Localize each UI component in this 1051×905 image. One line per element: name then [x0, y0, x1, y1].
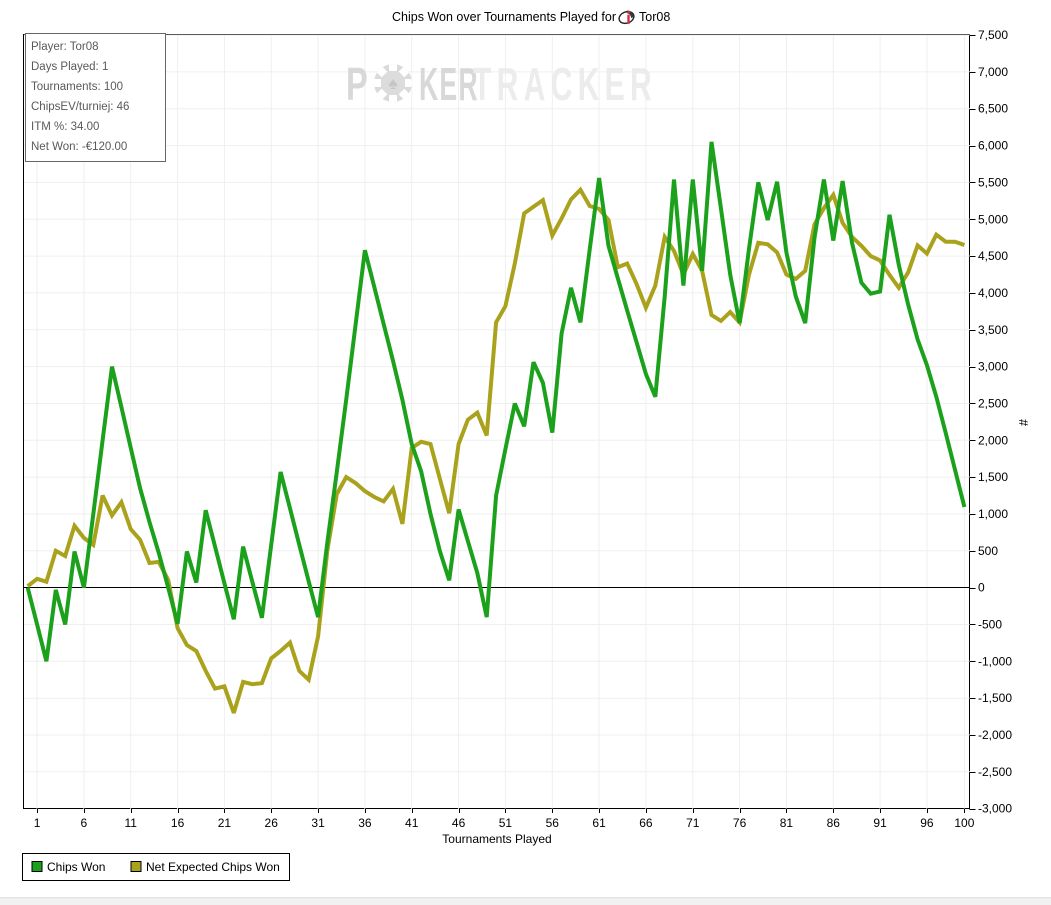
svg-text:96: 96: [920, 816, 934, 830]
svg-text:1: 1: [34, 816, 41, 830]
svg-text:7,500: 7,500: [978, 28, 1008, 42]
svg-text:ITM %: 34.00: ITM %: 34.00: [31, 121, 99, 133]
svg-text:66: 66: [639, 816, 653, 830]
svg-text:#: #: [1017, 419, 1031, 426]
svg-text:6,000: 6,000: [978, 139, 1008, 153]
svg-text:Tournaments Played: Tournaments Played: [442, 832, 551, 846]
svg-text:21: 21: [218, 816, 232, 830]
svg-text:Chips Won: Chips Won: [47, 860, 105, 874]
svg-text:86: 86: [827, 816, 841, 830]
svg-text:56: 56: [546, 816, 560, 830]
svg-text:0: 0: [978, 581, 985, 595]
svg-text:500: 500: [978, 544, 998, 558]
svg-text:36: 36: [358, 816, 372, 830]
svg-text:16: 16: [171, 816, 185, 830]
svg-text:5,000: 5,000: [978, 212, 1008, 226]
svg-text:11: 11: [124, 816, 137, 830]
svg-text:6,500: 6,500: [978, 102, 1008, 116]
svg-text:71: 71: [686, 816, 700, 830]
svg-text:Net Won: -€120.00: Net Won: -€120.00: [31, 141, 127, 153]
svg-text:2,500: 2,500: [978, 397, 1008, 411]
svg-text:ChipsEV/turniej: 46: ChipsEV/turniej: 46: [31, 101, 129, 113]
svg-text:TRACKER: TRACKER: [473, 60, 657, 111]
svg-text:6: 6: [81, 816, 88, 830]
svg-text:5,500: 5,500: [978, 175, 1008, 189]
svg-text:4,500: 4,500: [978, 249, 1008, 263]
svg-text:4,000: 4,000: [978, 286, 1008, 300]
svg-text:1,500: 1,500: [978, 470, 1008, 484]
svg-text:46: 46: [452, 816, 466, 830]
svg-text:41: 41: [405, 816, 419, 830]
svg-text:76: 76: [733, 816, 747, 830]
svg-text:-2,000: -2,000: [978, 728, 1012, 742]
svg-text:-2,500: -2,500: [978, 765, 1012, 779]
svg-text:KER: KER: [419, 58, 479, 109]
svg-text:61: 61: [592, 816, 606, 830]
svg-text:3,500: 3,500: [978, 323, 1008, 337]
svg-text:♠: ♠: [388, 74, 397, 93]
svg-text:-3,000: -3,000: [978, 802, 1012, 816]
svg-text:100: 100: [954, 816, 974, 830]
svg-text:P: P: [346, 60, 368, 111]
svg-text:Player: Tor08: Player: Tor08: [31, 41, 99, 53]
svg-text:51: 51: [499, 816, 513, 830]
svg-text:-500: -500: [978, 618, 1002, 632]
svg-text:-1,000: -1,000: [978, 654, 1012, 668]
svg-text:-1,500: -1,500: [978, 691, 1012, 705]
svg-text:Chips Won over Tournaments Pla: Chips Won over Tournaments Played for: [392, 10, 616, 24]
svg-text:Tor08: Tor08: [639, 10, 670, 24]
svg-text:1,000: 1,000: [978, 507, 1008, 521]
svg-text:3,000: 3,000: [978, 360, 1008, 374]
svg-text:7,000: 7,000: [978, 65, 1008, 79]
svg-text:31: 31: [311, 816, 325, 830]
svg-text:2,000: 2,000: [978, 433, 1008, 447]
svg-text:91: 91: [873, 816, 887, 830]
svg-text:Tournaments: 100: Tournaments: 100: [31, 81, 123, 93]
svg-text:81: 81: [780, 816, 794, 830]
svg-text:Net Expected Chips Won: Net Expected Chips Won: [146, 860, 280, 874]
svg-text:Days Played: 1: Days Played: 1: [31, 61, 108, 73]
svg-text:26: 26: [265, 816, 279, 830]
